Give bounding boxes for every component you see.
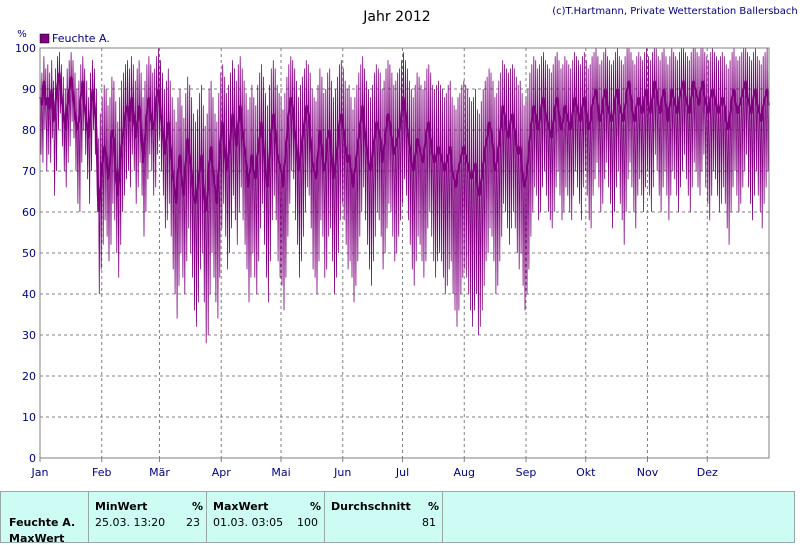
series-line-range — [39, 47, 770, 344]
stats-avg-cell: Durchschnitt % 81 — [325, 492, 443, 542]
statistics-panel: Feuchte A. MaxWert MinWert % 25.03. 13:2… — [0, 491, 795, 545]
x-tick-label: Feb — [92, 466, 111, 479]
y-tick-label: 50 — [22, 247, 36, 260]
x-tick-label: Sep — [516, 466, 537, 479]
y-tick-label: 20 — [22, 370, 36, 383]
y-axis-unit: % — [17, 29, 27, 40]
legend-label: Feuchte A. — [52, 32, 110, 45]
x-tick-labels: Jan Feb Mär Apr Mai Jun Jul Aug Sep Okt Nov Dez — [31, 466, 718, 479]
min-time: 25.03. 13:20 — [95, 516, 166, 529]
x-tick-label: Mai — [271, 466, 290, 479]
y-tick-label: 80 — [22, 124, 36, 137]
stats-min-cell: MinWert % 25.03. 13:20 23 — [89, 492, 207, 542]
y-tick-label: 60 — [22, 206, 36, 219]
avg-unit: % — [428, 500, 440, 513]
y-tick-label: 0 — [29, 452, 36, 465]
max-header: MaxWert — [213, 500, 269, 513]
y-tick-label: 40 — [22, 288, 36, 301]
stats-row-label: Feuchte A. — [9, 516, 76, 529]
x-tick-label: Mär — [149, 466, 170, 479]
y-tick-labels: 0 10 20 30 40 50 60 70 80 90 100 — [15, 42, 36, 465]
x-tick-label: Nov — [637, 466, 659, 479]
min-header: MinWert — [95, 500, 148, 513]
x-tick-label: Jun — [333, 466, 351, 479]
x-tick-label: Jul — [395, 466, 409, 479]
plot-frame — [39, 47, 770, 459]
y-tick-label: 70 — [22, 165, 36, 178]
stats-max-cell: MaxWert % 01.03. 03:05 100 — [207, 492, 325, 542]
y-tick-label: 90 — [22, 83, 36, 96]
min-value: 23 — [186, 516, 200, 529]
y-tick-label: 30 — [22, 329, 36, 342]
stats-row-label-2: MaxWert — [9, 532, 65, 545]
humidity-chart: Jahr 2012 (c)T.Hartmann, Private Wetters… — [15, 6, 798, 479]
series-line-mean — [39, 72, 770, 213]
chart-title: Jahr 2012 — [362, 9, 430, 25]
copyright-text: (c)T.Hartmann, Private Wetterstation Bal… — [552, 6, 798, 17]
x-tick-label: Aug — [454, 466, 475, 479]
avg-value: 81 — [422, 516, 436, 529]
x-tick-label: Okt — [576, 466, 596, 479]
min-unit: % — [192, 500, 204, 513]
legend-swatch — [39, 33, 50, 44]
x-tick-label: Apr — [212, 466, 232, 479]
y-tick-label: 100 — [15, 42, 36, 55]
max-time: 01.03. 03:05 — [213, 516, 284, 529]
series-layer — [39, 47, 770, 344]
x-tick-label: Jan — [31, 466, 49, 479]
x-tick-label: Dez — [697, 466, 718, 479]
y-tick-label: 10 — [22, 411, 36, 424]
max-unit: % — [310, 500, 322, 513]
avg-header: Durchschnitt — [331, 500, 411, 513]
max-value: 100 — [297, 516, 318, 529]
stats-label-cell: Feuchte A. MaxWert — [1, 492, 89, 545]
